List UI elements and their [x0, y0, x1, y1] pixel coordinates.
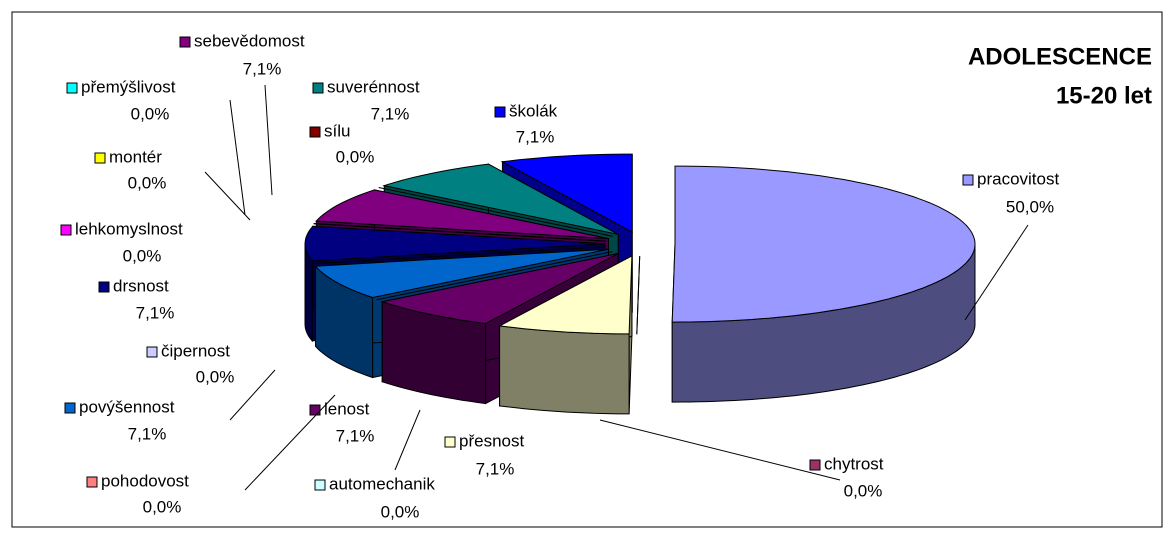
- slice-label: školák: [509, 101, 558, 120]
- pie-slice: [497, 255, 633, 415]
- pie-slice: [376, 251, 613, 301]
- slice-value: 0,0%: [336, 147, 375, 166]
- slice-top: [382, 163, 619, 235]
- slice-label: lehkomyslnost: [75, 219, 183, 238]
- slice-label: montér: [109, 147, 162, 166]
- legend-swatch: [314, 479, 326, 491]
- pie-slice: [313, 223, 606, 242]
- legend-swatch: [64, 402, 76, 414]
- slice-top: [380, 253, 619, 325]
- slice-top: [312, 246, 606, 265]
- slice-label: drsnost: [113, 276, 169, 295]
- legend-swatch: [179, 36, 191, 48]
- slice-value: 0,0%: [143, 497, 182, 516]
- slice-top: [500, 153, 633, 233]
- slice-wall: [499, 325, 630, 415]
- slice-label: pracovitost: [977, 169, 1059, 188]
- legend-swatch: [60, 224, 72, 236]
- slice-label: chytrost: [824, 454, 884, 473]
- slice-value: 7,1%: [243, 59, 282, 78]
- leader-line: [964, 224, 1029, 321]
- leader-line: [229, 99, 246, 216]
- slice-value: 7,1%: [371, 104, 410, 123]
- slice-value: 7,1%: [336, 426, 375, 445]
- legend-swatch: [312, 82, 324, 94]
- legend-swatch: [809, 459, 821, 471]
- slice-value: 0,0%: [844, 481, 883, 500]
- pie-slice: [636, 256, 641, 335]
- legend-swatch: [444, 436, 456, 448]
- slice-value: 7,1%: [136, 303, 175, 322]
- slice-top: [304, 225, 606, 262]
- slice-value: 0,0%: [123, 246, 162, 265]
- slice-top: [636, 256, 641, 335]
- legend-swatch: [309, 404, 321, 416]
- slice-value: 0,0%: [128, 173, 167, 192]
- legend-swatch: [94, 152, 106, 164]
- slice-top: [376, 251, 613, 301]
- slice-value: 0,0%: [381, 502, 420, 521]
- leader-line: [244, 394, 336, 491]
- slice-top: [378, 187, 613, 237]
- legend-swatch: [494, 106, 506, 118]
- chart-subtitle: 15-20 let: [1056, 82, 1152, 109]
- legend-swatch: [98, 281, 110, 293]
- slice-value: 7,1%: [516, 127, 555, 146]
- slice-value: 0,0%: [196, 367, 235, 386]
- pie-slice: [671, 165, 976, 403]
- slice-value: 50,0%: [1006, 197, 1054, 216]
- chart-title: ADOLESCENCE: [968, 43, 1152, 70]
- legend-swatch: [146, 346, 158, 358]
- slice-label: přesnost: [459, 431, 524, 450]
- slice-label: přemýšlivost: [81, 77, 176, 96]
- slice-value: 7,1%: [476, 459, 515, 478]
- leader-line: [229, 369, 276, 421]
- slice-label: pohodovost: [101, 471, 189, 490]
- slice-label: lenost: [324, 399, 370, 418]
- legend-swatch: [962, 174, 974, 186]
- slice-label: povýšennost: [79, 397, 175, 416]
- leader-line: [264, 84, 273, 196]
- slice-top: [497, 255, 633, 335]
- leader-line: [204, 171, 251, 221]
- pie-slice: [312, 246, 606, 265]
- pie-slice: [378, 187, 613, 237]
- slice-top: [671, 165, 976, 323]
- slice-top: [313, 223, 606, 242]
- slice-value: 7,1%: [128, 424, 167, 443]
- slice-label: suverénnost: [327, 77, 420, 96]
- slice-label: sílu: [324, 121, 350, 140]
- slice-value: 0,0%: [131, 104, 170, 123]
- slice-top: [315, 189, 609, 240]
- legend-swatch: [86, 476, 98, 488]
- leader-line: [599, 419, 841, 481]
- slice-top: [314, 248, 609, 299]
- legend-swatch: [309, 126, 321, 138]
- legend-swatch: [66, 82, 78, 94]
- slice-label: čipernost: [161, 341, 230, 360]
- slice-label: automechanik: [329, 474, 435, 493]
- slice-label: sebevědomost: [194, 31, 305, 50]
- leader-line: [394, 409, 421, 471]
